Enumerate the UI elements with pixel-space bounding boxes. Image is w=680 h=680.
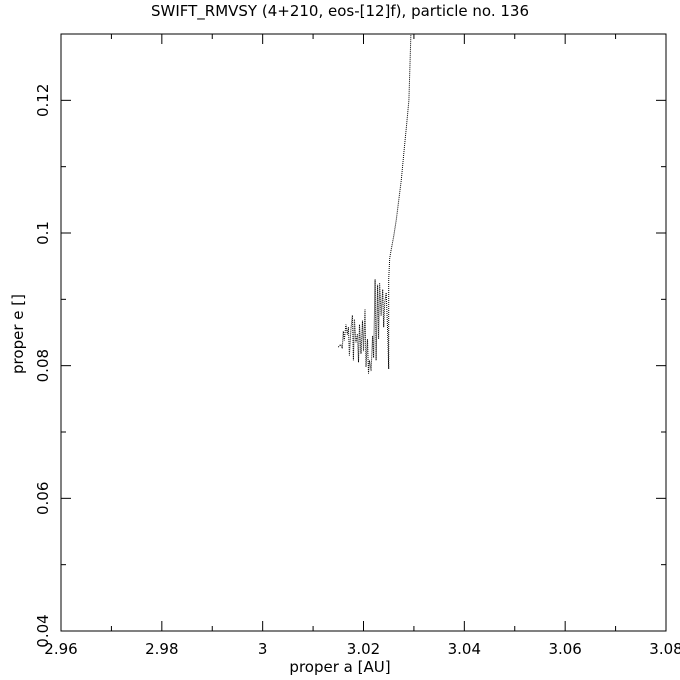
y-tick-label: 0.12 <box>34 84 52 117</box>
y-tick-label: 0.08 <box>34 349 52 382</box>
x-tick-label: 3.02 <box>347 640 380 658</box>
axis-tick-labels: 2.96 2.98 3 3.02 3.04 3.06 3.08 0.04 0.06 0.08 0.1… <box>34 84 680 658</box>
x-tick-label: 3.06 <box>548 640 581 658</box>
series-line <box>337 33 412 374</box>
x-axis-label: proper a [AU] <box>289 658 391 676</box>
chart-title: SWIFT_RMVSY (4+210, eos-[12]f), particle… <box>150 2 530 20</box>
x-tick-label: 3 <box>258 640 268 658</box>
series-group <box>337 33 412 374</box>
x-tick-label: 3.04 <box>448 640 481 658</box>
y-tick-label: 0.06 <box>34 482 52 515</box>
plot-frame <box>60 33 667 632</box>
y-axis-label: proper e [] <box>9 294 27 374</box>
axis-ticks <box>60 33 667 632</box>
y-tick-label: 0.04 <box>34 614 52 647</box>
x-tick-label: 3.08 <box>649 640 680 658</box>
y-tick-label: 0.1 <box>34 221 52 245</box>
x-tick-label: 2.96 <box>44 640 77 658</box>
x-tick-label: 2.98 <box>145 640 178 658</box>
